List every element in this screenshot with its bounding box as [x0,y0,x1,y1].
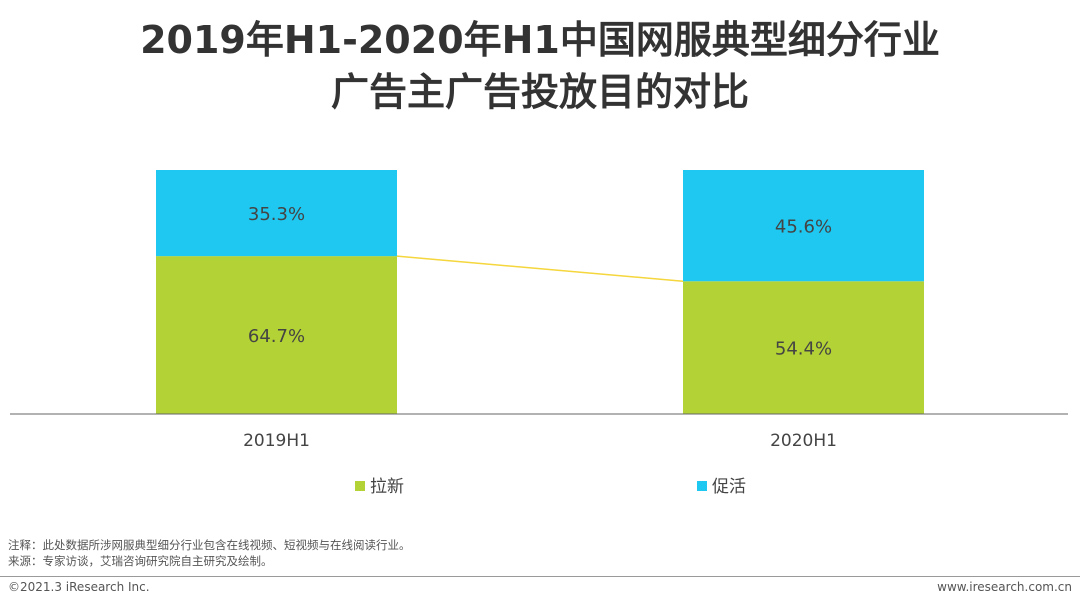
bar-2020H1-series-1 [683,170,924,282]
data-label-2020H1-series-1: 45.6% [775,217,832,238]
copyright: ©2021.3 iResearch Inc. [8,580,150,594]
data-label-2019H1-series-0: 64.7% [248,326,305,347]
legend-swatch-0 [355,481,365,491]
stacked-bar-chart: 64.7% 35.3% 2019H1 54.4% 45.6% 2020H1 拉新 促活 [10,170,1068,497]
legend-swatch-1 [697,481,707,491]
bar-2019H1-series-1 [156,170,397,257]
chart-notes: 注释：此处数据所涉网服典型细分行业包含在线视频、短视频与在线阅读行业。 来源：专… [8,537,411,569]
title-line-2: 广告主广告投放目的对比 [330,70,749,114]
page-title: 2019年H1-2020年H1中国网服典型细分行业 广告主广告投放目的对比 [0,14,1080,118]
website-url: www.iresearch.com.cn [937,580,1072,594]
legend-label-1: 促活 [712,477,746,497]
x-tick-label-2019H1: 2019H1 [243,431,310,451]
title-line-1: 2019年H1-2020年H1中国网服典型细分行业 [140,18,940,62]
source-text: 来源：专家访谈，艾瑞咨询研究院自主研究及绘制。 [8,554,273,568]
footer-divider [0,576,1080,577]
bar-2020H1-series-0 [683,281,924,414]
data-label-2019H1-series-1: 35.3% [248,204,305,225]
series-connector-line [396,255,684,283]
x-tick-label-2020H1: 2020H1 [770,431,837,451]
note-text: 注释：此处数据所涉网服典型细分行业包含在线视频、短视频与在线阅读行业。 [8,538,411,552]
bar-2019H1-series-0 [156,256,397,414]
legend-label-0: 拉新 [370,477,404,497]
data-label-2020H1-series-0: 54.4% [775,339,832,360]
